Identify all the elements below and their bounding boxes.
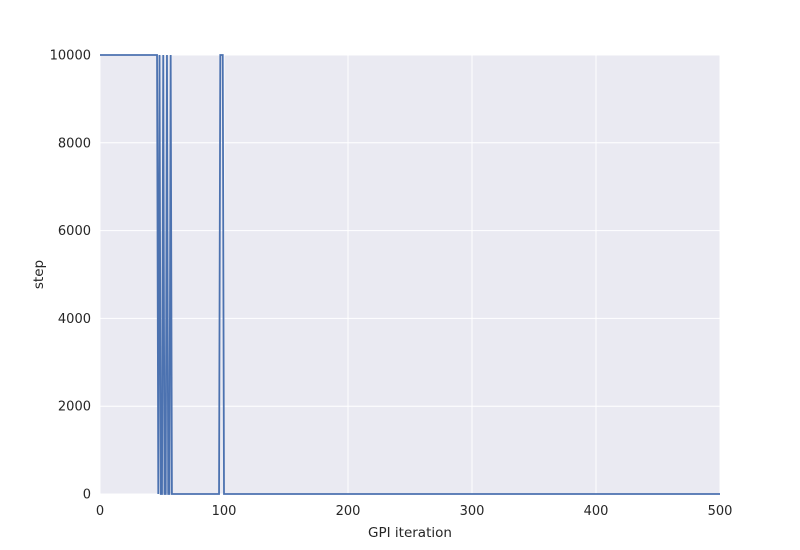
x-tick-label: 500 <box>708 504 733 519</box>
y-axis-title: step <box>31 260 47 289</box>
plot-area <box>100 55 720 494</box>
y-tick-label: 10000 <box>50 49 91 64</box>
y-tick-label: 6000 <box>58 224 91 239</box>
x-tick-label: 0 <box>96 504 104 519</box>
x-axis-title: GPI iteration <box>368 525 452 541</box>
x-tick-label: 300 <box>460 504 485 519</box>
y-tick-label: 0 <box>83 488 91 503</box>
x-tick-label: 200 <box>336 504 361 519</box>
series-line <box>100 54 720 495</box>
y-tick-label: 2000 <box>58 400 91 415</box>
x-gridlines <box>99 55 721 494</box>
y-axis-ticks: 0 2000 4000 6000 8000 10000 <box>50 49 91 503</box>
x-tick-label: 400 <box>584 504 609 519</box>
y-tick-label: 8000 <box>58 136 91 151</box>
y-tick-label: 4000 <box>58 312 91 327</box>
x-tick-label: 100 <box>212 504 237 519</box>
series-layer <box>100 54 720 495</box>
x-axis-ticks: 0 100 200 300 400 500 <box>96 504 733 519</box>
